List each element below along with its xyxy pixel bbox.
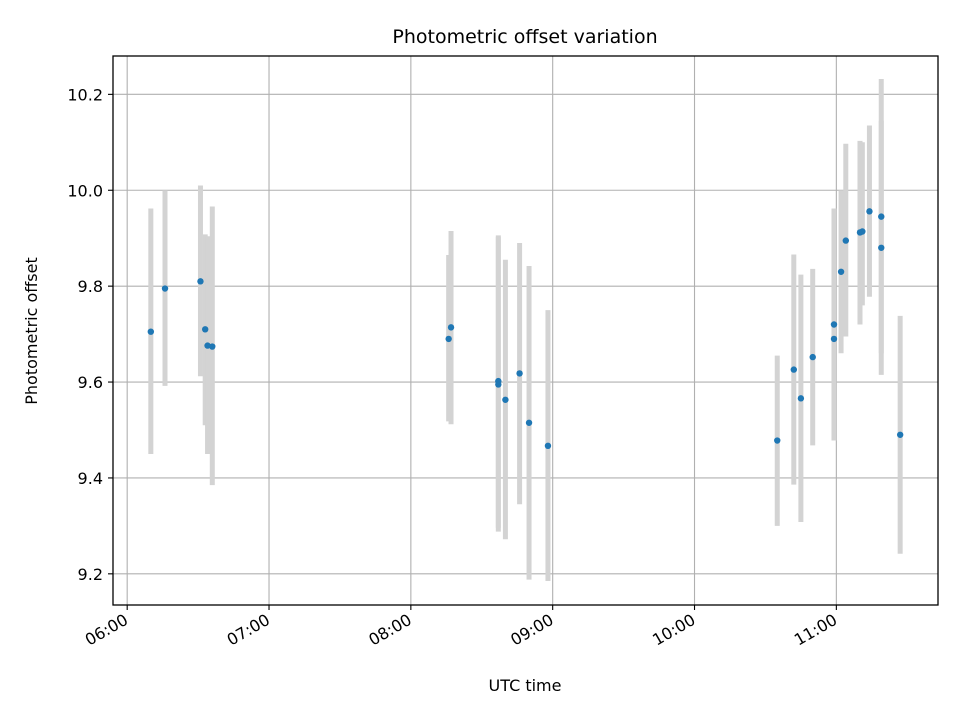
y-tick-label: 9.4: [78, 469, 103, 488]
data-point: [495, 377, 502, 385]
data-point: [797, 395, 805, 402]
data-point: [447, 324, 455, 331]
y-axis-label: Photometric offset: [22, 257, 41, 405]
y-tick-label: 9.2: [78, 565, 103, 584]
y-tick-label: 9.8: [78, 277, 103, 296]
data-point: [147, 328, 155, 335]
y-tick-label: 9.6: [78, 373, 103, 392]
chart-title: Photometric offset variation: [392, 26, 657, 48]
data-point: [837, 268, 845, 275]
data-point: [525, 419, 533, 426]
data-point: [197, 278, 204, 285]
data-point: [878, 244, 885, 251]
data-point: [502, 396, 509, 403]
data-point: [830, 335, 838, 343]
data-point: [201, 326, 209, 333]
data-points: [147, 208, 904, 450]
data-point: [878, 213, 885, 220]
y-axis-ticks: 9.2 9.4 9.6 9.8 10.0 10.2: [67, 85, 113, 584]
data-point: [445, 335, 452, 343]
data-point: [809, 353, 816, 361]
data-point: [161, 285, 169, 292]
data-point: [790, 366, 798, 373]
data-point: [516, 370, 523, 377]
data-point: [859, 228, 866, 235]
plot-frame: [112, 55, 939, 606]
y-tick-label: 10.0: [67, 181, 103, 200]
data-point: [209, 343, 216, 350]
data-point: [866, 208, 873, 215]
data-point: [842, 237, 850, 244]
data-point: [544, 442, 552, 450]
data-point: [830, 321, 838, 328]
data-point: [774, 437, 781, 444]
data-point: [896, 431, 904, 438]
y-tick-label: 10.2: [67, 85, 103, 104]
x-axis-label: UTC time: [489, 676, 562, 695]
